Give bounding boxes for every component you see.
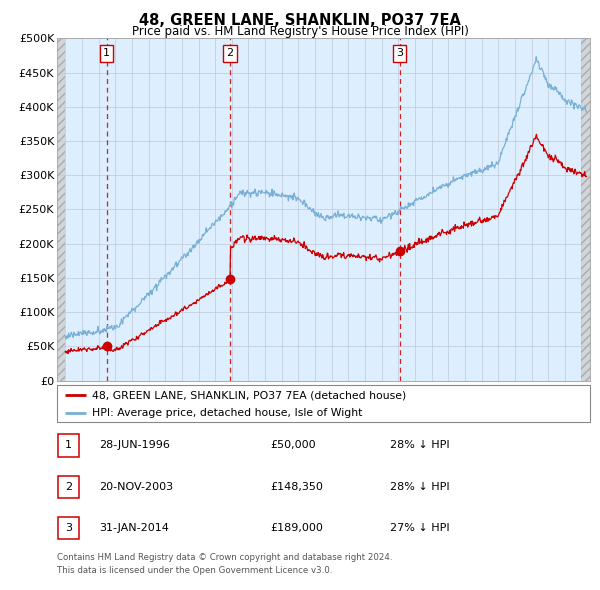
- Text: 3: 3: [65, 523, 72, 533]
- Bar: [57, 38, 65, 381]
- Text: 27% ↓ HPI: 27% ↓ HPI: [390, 523, 449, 533]
- Text: 2: 2: [226, 48, 233, 58]
- Text: This data is licensed under the Open Government Licence v3.0.: This data is licensed under the Open Gov…: [57, 566, 332, 575]
- Bar: [581, 38, 590, 381]
- Text: Contains HM Land Registry data © Crown copyright and database right 2024.: Contains HM Land Registry data © Crown c…: [57, 553, 392, 562]
- Text: HPI: Average price, detached house, Isle of Wight: HPI: Average price, detached house, Isle…: [92, 408, 362, 418]
- Text: 48, GREEN LANE, SHANKLIN, PO37 7EA: 48, GREEN LANE, SHANKLIN, PO37 7EA: [139, 13, 461, 28]
- Text: 1: 1: [65, 441, 72, 450]
- Text: 31-JAN-2014: 31-JAN-2014: [99, 523, 169, 533]
- Text: 28% ↓ HPI: 28% ↓ HPI: [390, 441, 449, 450]
- Text: 2: 2: [65, 482, 72, 491]
- Text: £189,000: £189,000: [270, 523, 323, 533]
- Text: £50,000: £50,000: [270, 441, 316, 450]
- Text: 48, GREEN LANE, SHANKLIN, PO37 7EA (detached house): 48, GREEN LANE, SHANKLIN, PO37 7EA (deta…: [92, 390, 406, 400]
- Text: Price paid vs. HM Land Registry's House Price Index (HPI): Price paid vs. HM Land Registry's House …: [131, 25, 469, 38]
- Text: 20-NOV-2003: 20-NOV-2003: [99, 482, 173, 491]
- Text: 28% ↓ HPI: 28% ↓ HPI: [390, 482, 449, 491]
- Text: 28-JUN-1996: 28-JUN-1996: [99, 441, 170, 450]
- Text: 3: 3: [396, 48, 403, 58]
- Text: £148,350: £148,350: [270, 482, 323, 491]
- Text: 1: 1: [103, 48, 110, 58]
